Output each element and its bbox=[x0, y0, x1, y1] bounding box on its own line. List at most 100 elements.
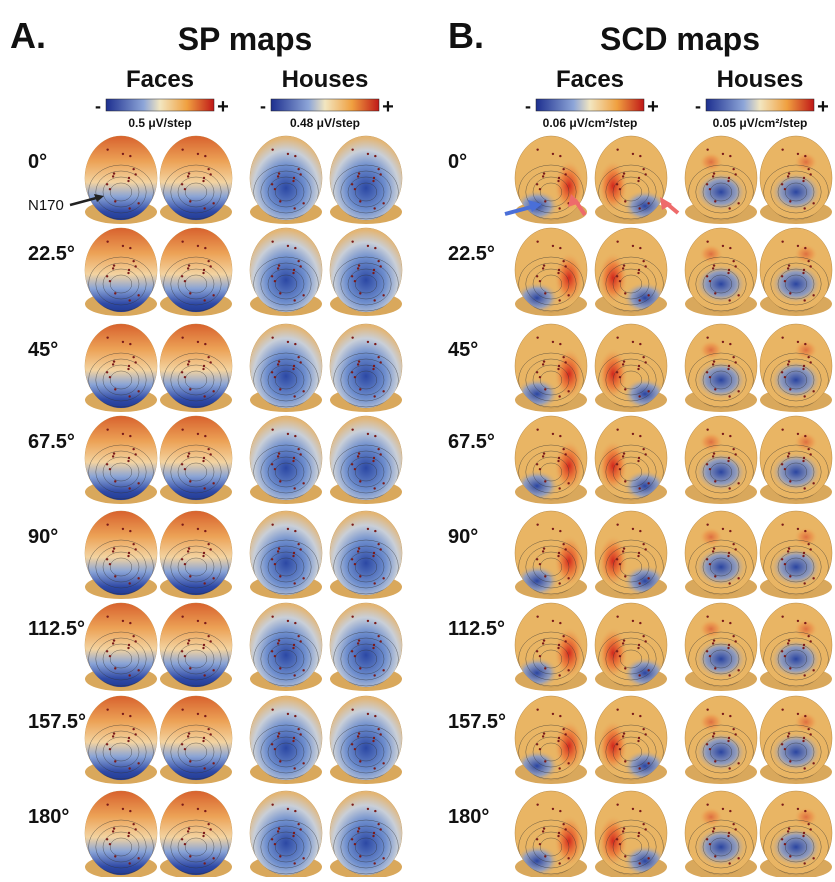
electrode bbox=[382, 294, 384, 296]
electrode bbox=[622, 455, 624, 457]
electrode bbox=[737, 390, 739, 392]
electrode bbox=[632, 528, 634, 530]
electrode bbox=[804, 530, 806, 532]
potential bbox=[160, 511, 232, 595]
electrode bbox=[781, 336, 783, 338]
electrode bbox=[134, 173, 136, 175]
electrode bbox=[351, 838, 353, 840]
electrode bbox=[784, 188, 786, 190]
electrode bbox=[351, 275, 353, 277]
electrode bbox=[382, 202, 384, 204]
electrode bbox=[558, 395, 560, 397]
map-fill bbox=[160, 603, 232, 687]
positive bbox=[598, 160, 628, 212]
electrode bbox=[128, 582, 130, 584]
electrode bbox=[567, 762, 569, 764]
electrode bbox=[789, 760, 791, 762]
electrode bbox=[197, 153, 199, 155]
electrode bbox=[639, 247, 641, 249]
scalp-map bbox=[250, 228, 322, 316]
electrode bbox=[271, 803, 273, 805]
scalp-map bbox=[330, 416, 402, 504]
electrode bbox=[129, 715, 131, 717]
electrode bbox=[552, 808, 554, 810]
map-fill bbox=[160, 228, 232, 312]
electrode bbox=[287, 528, 289, 530]
electrode bbox=[732, 543, 734, 545]
electrode bbox=[358, 639, 360, 641]
positive bbox=[598, 535, 628, 587]
electrode bbox=[559, 247, 561, 249]
electrode bbox=[781, 803, 783, 805]
electrode bbox=[207, 168, 209, 170]
electrode bbox=[642, 168, 644, 170]
scalp-map bbox=[160, 791, 232, 877]
electrode bbox=[189, 388, 191, 390]
electrode bbox=[789, 855, 791, 857]
electrode bbox=[737, 294, 739, 296]
map-fill bbox=[250, 136, 322, 220]
electrode bbox=[293, 487, 295, 489]
electrode bbox=[122, 808, 124, 810]
electrode bbox=[713, 639, 715, 641]
electrode bbox=[616, 183, 618, 185]
electrode bbox=[639, 530, 641, 532]
electrode bbox=[722, 433, 724, 435]
electrode bbox=[129, 435, 131, 437]
electrode bbox=[713, 360, 715, 362]
electrode bbox=[728, 582, 730, 584]
electrode bbox=[622, 175, 624, 177]
map-fill bbox=[85, 511, 157, 595]
electrode bbox=[202, 647, 204, 649]
electrode bbox=[647, 762, 649, 764]
electrode bbox=[558, 269, 560, 271]
electrode bbox=[709, 280, 711, 282]
electrode bbox=[729, 810, 731, 812]
electrode bbox=[729, 155, 731, 157]
electrode bbox=[637, 555, 639, 557]
electrode bbox=[379, 361, 381, 363]
scalp-map bbox=[85, 228, 157, 316]
electrode bbox=[382, 762, 384, 764]
electrode bbox=[137, 762, 139, 764]
potential bbox=[250, 791, 322, 875]
electrode bbox=[784, 563, 786, 565]
electrode bbox=[212, 482, 214, 484]
electrode bbox=[209, 733, 211, 735]
electrode bbox=[382, 857, 384, 859]
electrode bbox=[722, 245, 724, 247]
electrode bbox=[207, 543, 209, 545]
scalp-map bbox=[595, 416, 667, 504]
electrode bbox=[181, 428, 183, 430]
scalp-map bbox=[685, 324, 757, 412]
electrode bbox=[181, 803, 183, 805]
electrode bbox=[128, 674, 130, 676]
potential bbox=[160, 416, 232, 500]
condition-label: Faces bbox=[126, 66, 194, 93]
scale-max: + bbox=[382, 96, 394, 118]
electrode bbox=[271, 558, 273, 560]
electrode bbox=[732, 728, 734, 730]
electrode bbox=[187, 455, 189, 457]
electrode bbox=[134, 640, 136, 642]
electrode bbox=[351, 428, 353, 430]
potential bbox=[160, 603, 232, 687]
electrode bbox=[106, 650, 108, 652]
scalp-map bbox=[330, 511, 402, 599]
electrode bbox=[536, 275, 538, 277]
electrode bbox=[728, 862, 730, 864]
electrode bbox=[377, 260, 379, 262]
electrode bbox=[112, 363, 114, 365]
electrode bbox=[202, 740, 204, 742]
electrode bbox=[637, 180, 639, 182]
map-fill bbox=[330, 324, 402, 408]
electrode bbox=[279, 575, 281, 577]
electrode bbox=[128, 862, 130, 864]
electrode bbox=[293, 644, 295, 646]
electrode bbox=[539, 655, 541, 657]
electrode bbox=[106, 240, 108, 242]
electrode bbox=[809, 265, 811, 267]
electrode bbox=[207, 823, 209, 825]
electrode bbox=[122, 153, 124, 155]
electrode bbox=[787, 830, 789, 832]
